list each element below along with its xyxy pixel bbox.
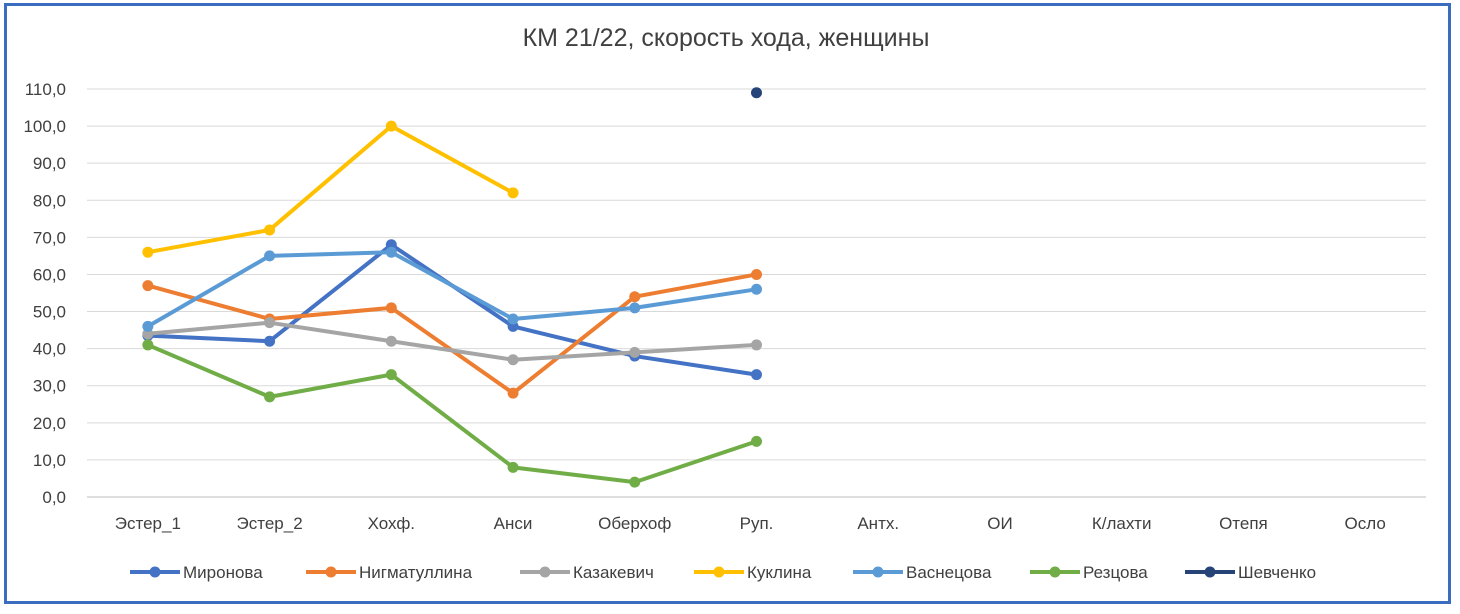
x-tick-label: Антх. <box>857 514 899 533</box>
series-line <box>145 124 516 255</box>
legend-label: Резцова <box>1083 563 1148 582</box>
y-tick-label: 60,0 <box>33 265 66 284</box>
legend-swatch-marker <box>325 566 337 578</box>
series-6 <box>142 339 762 488</box>
y-tick-label: 100,0 <box>23 117 66 136</box>
legend-label: Миронова <box>183 563 263 582</box>
legend-swatch-marker <box>872 566 884 578</box>
y-tick-label: 50,0 <box>33 303 66 322</box>
y-tick-label: 70,0 <box>33 228 66 247</box>
legend-swatch-marker <box>539 566 551 578</box>
legend-item[interactable]: Шевченко <box>1185 563 1316 582</box>
y-tick-label: 110,0 <box>25 80 66 99</box>
x-tick-label: К/лахти <box>1092 514 1152 533</box>
x-axis-ticks: Эстер_1 Эстер_2 Хохф. Анси Оберхоф Руп. Антх. О… <box>115 514 1386 533</box>
data-point[interactable] <box>751 435 762 447</box>
data-point[interactable] <box>507 354 519 366</box>
legend[interactable]: Миронова Нигматуллина Казакевич Куклина Васн… <box>130 563 1316 582</box>
legend-swatch-marker <box>713 566 725 578</box>
legend-item[interactable]: Резцова <box>1030 563 1148 582</box>
y-tick-label: 0,0 <box>42 488 66 507</box>
y-tick-label: 90,0 <box>33 154 66 173</box>
legend-label: Нигматуллина <box>359 563 473 582</box>
data-point[interactable] <box>751 339 762 351</box>
data-point[interactable] <box>264 391 276 403</box>
data-point[interactable] <box>751 268 762 280</box>
legend-item[interactable]: Казакевич <box>520 563 654 582</box>
series-4 <box>142 120 519 258</box>
legend-item[interactable]: Нигматуллина <box>306 563 473 582</box>
chart-title: КМ 21/22, скорость хода, женщины <box>522 24 930 52</box>
data-point[interactable] <box>629 476 641 488</box>
y-tick-label: 80,0 <box>33 191 66 210</box>
x-tick-label: Отепя <box>1219 514 1268 533</box>
series-lines <box>142 87 762 488</box>
data-point[interactable] <box>385 335 397 347</box>
series-line <box>145 342 759 485</box>
data-point[interactable] <box>507 387 519 399</box>
legend-swatch-marker <box>149 566 161 578</box>
data-point[interactable] <box>142 339 154 351</box>
y-tick-label: 40,0 <box>33 340 66 359</box>
data-point[interactable] <box>385 302 397 314</box>
legend-swatch-marker <box>1049 566 1061 578</box>
data-point[interactable] <box>629 346 641 358</box>
series-2 <box>142 268 762 399</box>
x-tick-label: Анси <box>494 514 533 533</box>
data-point[interactable] <box>385 369 397 381</box>
data-point[interactable] <box>629 291 641 303</box>
data-point[interactable] <box>142 246 154 258</box>
legend-item[interactable]: Васнецова <box>853 563 992 582</box>
data-point[interactable] <box>751 283 762 295</box>
x-tick-label: Руп. <box>740 514 774 533</box>
data-point[interactable] <box>751 369 762 381</box>
chart-frame <box>4 3 1451 604</box>
data-point[interactable] <box>142 320 154 332</box>
x-tick-label: Эстер_1 <box>115 514 181 533</box>
data-point[interactable] <box>751 87 762 99</box>
data-point[interactable] <box>629 302 641 314</box>
y-tick-label: 20,0 <box>33 414 66 433</box>
data-point[interactable] <box>142 280 154 292</box>
series-line <box>145 320 759 362</box>
data-point[interactable] <box>264 224 276 236</box>
x-tick-label: Эстер_2 <box>237 514 303 533</box>
series-7 <box>751 87 762 99</box>
data-point[interactable] <box>264 317 276 329</box>
x-tick-label: Осло <box>1344 514 1385 533</box>
data-point[interactable] <box>385 246 397 258</box>
x-tick-label: ОИ <box>987 514 1012 533</box>
series-5 <box>142 246 762 332</box>
legend-label: Казакевич <box>573 563 654 582</box>
data-point[interactable] <box>264 335 276 347</box>
legend-item[interactable]: Миронова <box>130 563 263 582</box>
data-point[interactable] <box>264 250 276 262</box>
legend-label: Васнецова <box>906 563 992 582</box>
y-tick-label: 10,0 <box>33 451 66 470</box>
legend-swatch-marker <box>1204 566 1216 578</box>
x-tick-label: Оберхоф <box>598 514 671 533</box>
series-line <box>145 272 759 396</box>
series-line <box>145 250 759 329</box>
legend-label: Шевченко <box>1238 563 1316 582</box>
data-point[interactable] <box>507 187 519 199</box>
y-tick-label: 30,0 <box>33 377 66 396</box>
legend-item[interactable]: Куклина <box>694 563 812 582</box>
data-point[interactable] <box>507 313 519 325</box>
y-axis-ticks: 0,0 10,0 20,0 30,0 40,0 50,0 60,0 70,0 80,0 90,0 1… <box>23 80 66 507</box>
x-tick-label: Хохф. <box>368 514 415 533</box>
data-point[interactable] <box>507 461 519 473</box>
legend-label: Куклина <box>747 563 812 582</box>
data-point[interactable] <box>385 120 397 132</box>
